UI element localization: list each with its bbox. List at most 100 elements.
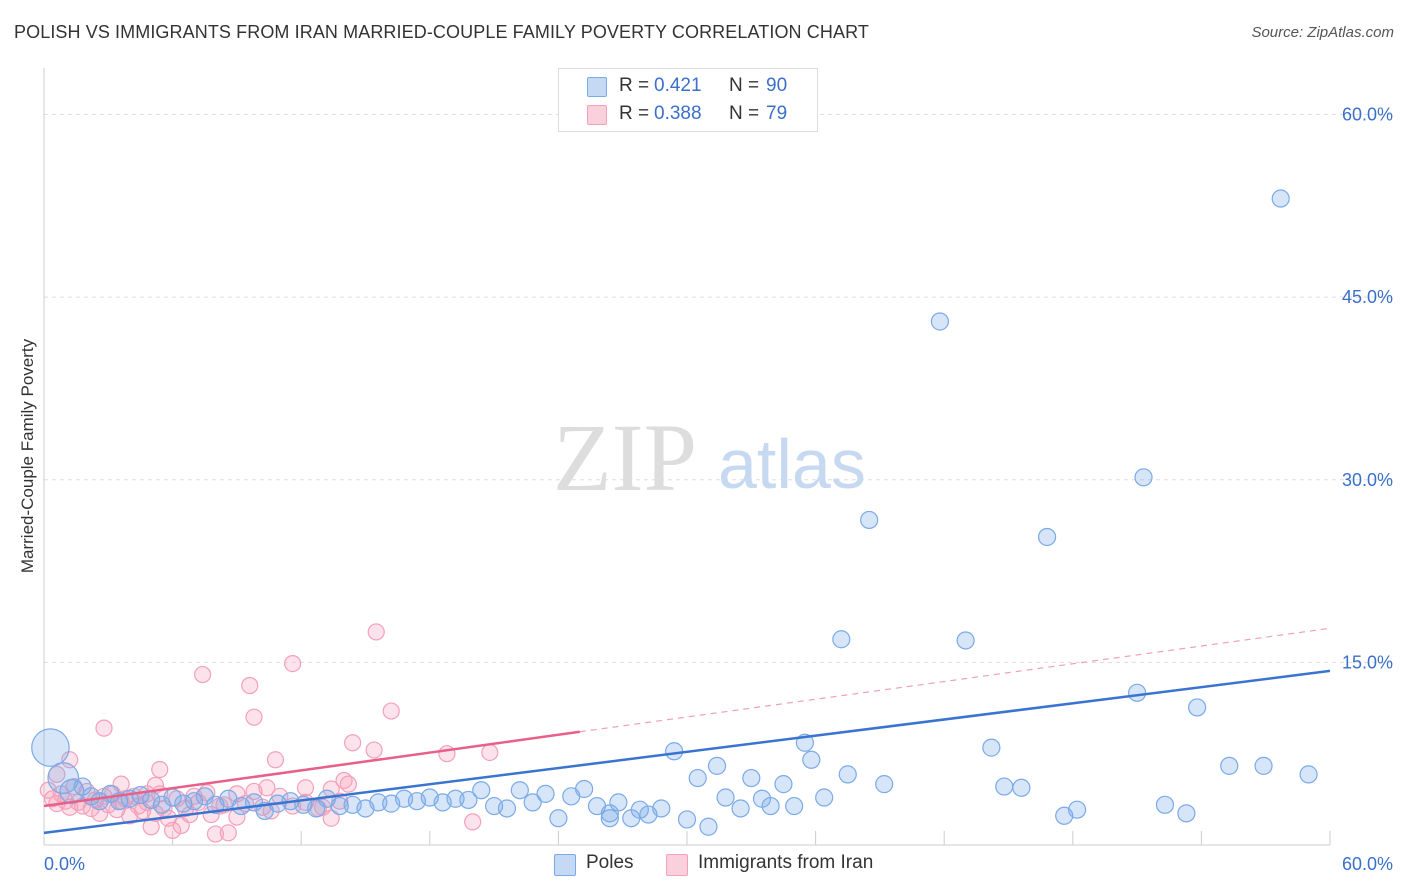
tick-labels: 15.0% 30.0% 45.0% 60.0% 0.0% 60.0% bbox=[44, 105, 1393, 874]
poles-point bbox=[1177, 804, 1196, 823]
trend-lines bbox=[43, 627, 1331, 835]
poles-point bbox=[536, 784, 555, 803]
poles-point bbox=[832, 630, 851, 649]
watermark-zip: ZIP bbox=[553, 404, 697, 511]
poles-point bbox=[1012, 778, 1031, 797]
iran-point bbox=[296, 779, 315, 797]
iran-point bbox=[206, 825, 225, 843]
y-tick-label: 15.0% bbox=[1342, 652, 1393, 672]
poles-point bbox=[523, 793, 542, 812]
watermark: ZIP atlas bbox=[553, 404, 866, 511]
poles-point bbox=[815, 788, 834, 807]
poles-point bbox=[665, 742, 684, 761]
iran-trend-line bbox=[43, 730, 581, 808]
poles-point bbox=[1220, 756, 1239, 775]
poles-point bbox=[652, 799, 671, 818]
poles-point bbox=[731, 799, 750, 818]
poles-point bbox=[956, 631, 975, 650]
iran-point bbox=[335, 771, 353, 790]
poles-point bbox=[510, 781, 529, 800]
y-tick-label: 60.0% bbox=[1342, 105, 1393, 125]
iran-point bbox=[438, 745, 456, 763]
stats-legend: R = 0.421 N = 90 R = 0.388 N = 79 bbox=[558, 68, 818, 132]
poles-point bbox=[184, 792, 204, 811]
legend-r-value: 0.421 bbox=[654, 75, 702, 96]
iran-point bbox=[481, 743, 499, 762]
poles-points bbox=[31, 189, 1318, 836]
poles-point bbox=[742, 768, 761, 788]
iran-point bbox=[245, 708, 263, 726]
chart-title: POLISH VS IMMIGRANTS FROM IRAN MARRIED-C… bbox=[14, 22, 869, 42]
legend-swatch-poles bbox=[587, 77, 607, 97]
poles-point bbox=[1254, 756, 1273, 775]
poles-point bbox=[1037, 527, 1057, 547]
poles-point bbox=[152, 795, 171, 814]
iran-point bbox=[164, 821, 182, 839]
legend-row-poles: R = 0.421 N = 90 bbox=[559, 73, 817, 101]
axes bbox=[43, 68, 1331, 846]
iran-point bbox=[365, 741, 383, 759]
poles-point bbox=[995, 777, 1014, 796]
poles-point bbox=[716, 788, 735, 807]
iran-point bbox=[266, 751, 285, 769]
legend-row-iran: R = 0.388 N = 79 bbox=[559, 101, 817, 129]
x-tick-label: 0.0% bbox=[44, 854, 85, 874]
poles-point bbox=[930, 312, 950, 331]
source-credit: Source: ZipAtlas.com bbox=[1251, 24, 1394, 41]
poles-trend-line bbox=[43, 669, 1331, 835]
gridlines bbox=[44, 114, 1395, 663]
poles-point bbox=[575, 779, 594, 799]
poles-point bbox=[677, 810, 697, 829]
legend-label-iran: Immigrants from Iran bbox=[698, 852, 874, 873]
iran-point bbox=[61, 751, 79, 769]
iran-point bbox=[382, 702, 400, 720]
legend-swatch-iran bbox=[666, 854, 688, 876]
legend-r-value: 0.388 bbox=[654, 103, 702, 124]
poles-point bbox=[761, 796, 780, 816]
poles-point bbox=[47, 762, 80, 794]
iran-point bbox=[344, 734, 362, 752]
poles-point bbox=[459, 790, 478, 810]
legend-n-value: 79 bbox=[766, 103, 788, 124]
legend-n-label: N = bbox=[729, 103, 760, 124]
legend-swatch-poles bbox=[554, 854, 576, 876]
iran-point bbox=[194, 665, 212, 684]
iran-point bbox=[284, 654, 302, 673]
iran-point bbox=[258, 779, 276, 797]
poles-point bbox=[1127, 683, 1147, 702]
y-tick-label: 30.0% bbox=[1342, 470, 1393, 490]
iran-trend-extension bbox=[579, 627, 1331, 733]
poles-point bbox=[497, 799, 517, 818]
poles-point bbox=[174, 794, 193, 813]
poles-point bbox=[1299, 765, 1318, 784]
poles-point bbox=[699, 817, 718, 836]
x-tick-label: 60.0% bbox=[1342, 854, 1393, 874]
iran-point bbox=[464, 813, 482, 831]
iran-point bbox=[241, 676, 259, 695]
series-legend: Poles Immigrants from Iran bbox=[0, 852, 1406, 878]
poles-point bbox=[802, 750, 821, 769]
poles-point bbox=[1188, 698, 1207, 717]
iran-point bbox=[95, 719, 113, 737]
poles-point bbox=[1271, 189, 1290, 208]
legend-r-label: R = bbox=[619, 103, 650, 124]
watermark-atlas: atlas bbox=[718, 425, 866, 503]
poles-point bbox=[774, 775, 793, 794]
iran-point bbox=[314, 798, 332, 816]
poles-point bbox=[982, 738, 1001, 757]
poles-point bbox=[446, 789, 465, 808]
poles-point bbox=[600, 804, 619, 823]
iran-point bbox=[219, 824, 237, 842]
poles-point bbox=[600, 809, 619, 828]
poles-point bbox=[472, 781, 491, 800]
y-tick-label: 45.0% bbox=[1342, 287, 1393, 307]
poles-point bbox=[549, 809, 568, 828]
poles-point bbox=[369, 793, 388, 812]
poles-point bbox=[1134, 468, 1153, 487]
legend-label-poles: Poles bbox=[586, 852, 634, 873]
poles-point bbox=[1155, 795, 1175, 814]
poles-point bbox=[630, 800, 649, 819]
poles-point bbox=[785, 796, 804, 816]
poles-point bbox=[31, 728, 70, 767]
iran-point bbox=[151, 760, 169, 779]
